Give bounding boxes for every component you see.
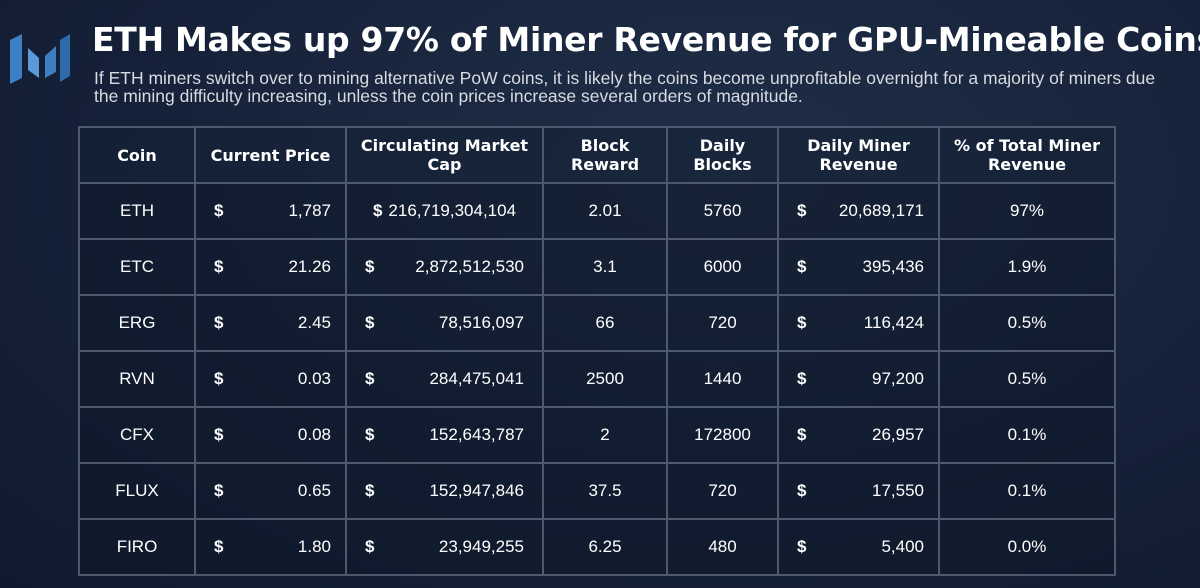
revenue-share-cell: 1.9% — [938, 238, 1116, 296]
revenue-share-cell: 0.0% — [938, 518, 1116, 576]
block-reward-cell: 66 — [542, 294, 668, 352]
table-row: RVN $0.03 $284,475,041 2500 1440 $97,200 0.5% — [78, 350, 1116, 408]
price-cell: $1,787 — [194, 182, 347, 240]
currency-symbol: $ — [214, 313, 224, 332]
table-row: ETC $21.26 $2,872,512,530 3.1 6000 $395,436 1.… — [78, 238, 1116, 296]
revenue-share-cell: 97% — [938, 182, 1116, 240]
table-row: CFX $0.08 $152,643,787 2 172800 $26,957 0.1% — [78, 406, 1116, 464]
daily-blocks-cell: 480 — [666, 518, 779, 576]
currency-symbol: $ — [797, 537, 807, 556]
daily-blocks-cell: 6000 — [666, 238, 779, 296]
market-cap-cell: $216,719,304,104 — [345, 182, 544, 240]
currency-symbol: $ — [365, 257, 375, 276]
block-reward-cell: 6.25 — [542, 518, 668, 576]
revenue-share-cell: 0.1% — [938, 406, 1116, 464]
header-market-cap: Circulating Market Cap — [345, 126, 544, 184]
daily-revenue-cell: $26,957 — [777, 406, 940, 464]
coin-cell: CFX — [78, 406, 196, 464]
miner-revenue-table: Coin Current Price Circulating Market Cap… — [78, 126, 1116, 576]
daily-blocks-cell: 1440 — [666, 350, 779, 408]
market-cap-cell: $152,643,787 — [345, 406, 544, 464]
price-cell: $0.65 — [194, 462, 347, 520]
currency-symbol: $ — [214, 201, 224, 220]
daily-revenue-cell: $5,400 — [777, 518, 940, 576]
currency-symbol: $ — [797, 481, 807, 500]
price-cell: $0.08 — [194, 406, 347, 464]
currency-symbol: $ — [797, 313, 807, 332]
currency-symbol: $ — [365, 537, 375, 556]
price-cell: $1.80 — [194, 518, 347, 576]
daily-revenue-cell: $395,436 — [777, 238, 940, 296]
header-block-reward: Block Reward — [542, 126, 668, 184]
currency-symbol: $ — [797, 257, 807, 276]
price-cell: $2.45 — [194, 294, 347, 352]
daily-revenue-cell: $20,689,171 — [777, 182, 940, 240]
market-cap-cell: $284,475,041 — [345, 350, 544, 408]
coin-cell: ETH — [78, 182, 196, 240]
header-daily-revenue: Daily Miner Revenue — [777, 126, 940, 184]
revenue-share-cell: 0.5% — [938, 294, 1116, 352]
currency-symbol: $ — [365, 369, 375, 388]
table-row: FLUX $0.65 $152,947,846 37.5 720 $17,550 0.1% — [78, 462, 1116, 520]
currency-symbol: $ — [365, 481, 375, 500]
coin-cell: ETC — [78, 238, 196, 296]
currency-symbol: $ — [797, 201, 807, 220]
currency-symbol: $ — [797, 425, 807, 444]
currency-symbol: $ — [372, 201, 383, 220]
daily-blocks-cell: 720 — [666, 462, 779, 520]
block-reward-cell: 2500 — [542, 350, 668, 408]
market-cap-cell: $23,949,255 — [345, 518, 544, 576]
table-row: FIRO $1.80 $23,949,255 6.25 480 $5,400 0.0% — [78, 518, 1116, 576]
block-reward-cell: 2 — [542, 406, 668, 464]
block-reward-cell: 2.01 — [542, 182, 668, 240]
daily-blocks-cell: 172800 — [666, 406, 779, 464]
block-reward-cell: 37.5 — [542, 462, 668, 520]
header-current-price: Current Price — [194, 126, 347, 184]
daily-blocks-cell: 720 — [666, 294, 779, 352]
market-cap-cell: $152,947,846 — [345, 462, 544, 520]
daily-revenue-cell: $17,550 — [777, 462, 940, 520]
page-subtitle: If ETH miners switch over to mining alte… — [94, 68, 1156, 106]
price-cell: $21.26 — [194, 238, 347, 296]
revenue-share-cell: 0.5% — [938, 350, 1116, 408]
market-cap-cell: $2,872,512,530 — [345, 238, 544, 296]
header-coin: Coin — [78, 126, 196, 184]
coin-cell: FLUX — [78, 462, 196, 520]
price-cell: $0.03 — [194, 350, 347, 408]
market-cap-cell: $78,516,097 — [345, 294, 544, 352]
currency-symbol: $ — [797, 369, 807, 388]
daily-revenue-cell: $97,200 — [777, 350, 940, 408]
page-title: ETH Makes up 97% of Miner Revenue for GP… — [92, 20, 1200, 59]
currency-symbol: $ — [214, 481, 224, 500]
daily-revenue-cell: $116,424 — [777, 294, 940, 352]
table-header-row: Coin Current Price Circulating Market Cap… — [78, 126, 1116, 184]
table-row: ETH $1,787 $216,719,304,104 2.01 5760 $20,689… — [78, 182, 1116, 240]
daily-blocks-cell: 5760 — [666, 182, 779, 240]
currency-symbol: $ — [214, 537, 224, 556]
coin-cell: ERG — [78, 294, 196, 352]
brand-logo-icon — [10, 34, 70, 84]
header-revenue-share: % of Total Miner Revenue — [938, 126, 1116, 184]
block-reward-cell: 3.1 — [542, 238, 668, 296]
table-row: ERG $2.45 $78,516,097 66 720 $116,424 0.5% — [78, 294, 1116, 352]
currency-symbol: $ — [214, 257, 224, 276]
header-daily-blocks: Daily Blocks — [666, 126, 779, 184]
currency-symbol: $ — [214, 369, 224, 388]
currency-symbol: $ — [214, 425, 224, 444]
revenue-share-cell: 0.1% — [938, 462, 1116, 520]
coin-cell: RVN — [78, 350, 196, 408]
currency-symbol: $ — [365, 313, 375, 332]
coin-cell: FIRO — [78, 518, 196, 576]
currency-symbol: $ — [365, 425, 375, 444]
